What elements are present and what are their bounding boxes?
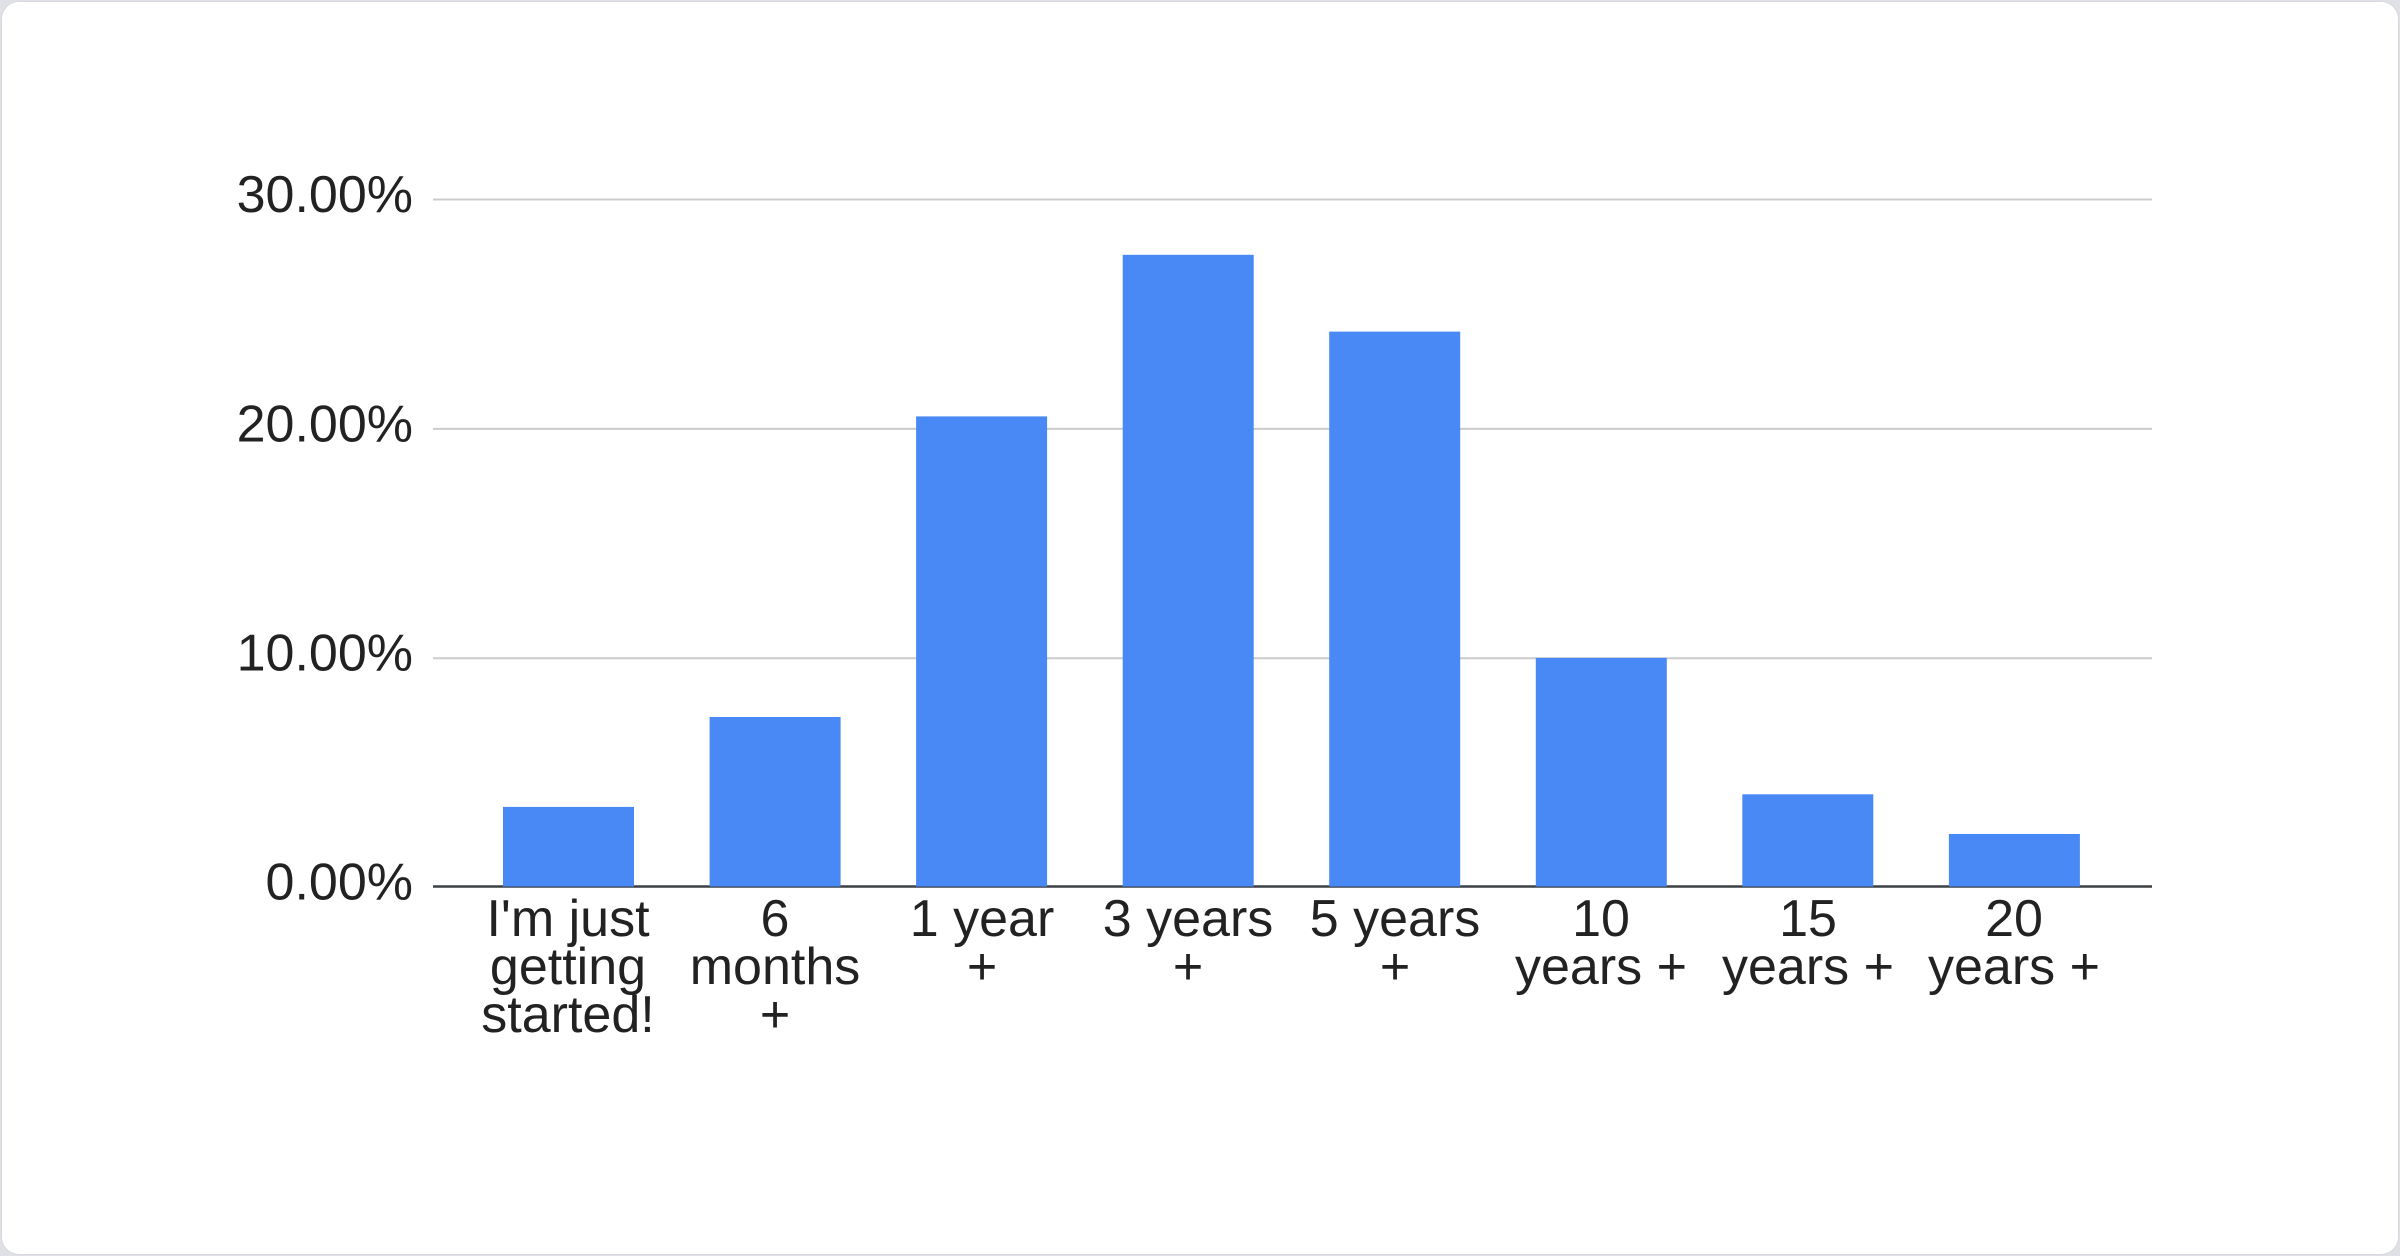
- svg-text:started!: started!: [481, 986, 654, 1044]
- svg-text:+: +: [967, 938, 997, 996]
- svg-text:years +: years +: [1928, 938, 2100, 996]
- svg-text:+: +: [760, 986, 790, 1044]
- svg-text:+: +: [1380, 938, 1410, 996]
- svg-text:0.00%: 0.00%: [266, 854, 413, 912]
- svg-text:years +: years +: [1722, 938, 1894, 996]
- svg-text:+: +: [1173, 938, 1203, 996]
- svg-text:10.00%: 10.00%: [237, 625, 413, 683]
- svg-text:years +: years +: [1515, 938, 1687, 996]
- svg-text:20.00%: 20.00%: [237, 395, 413, 453]
- svg-text:30.00%: 30.00%: [237, 166, 413, 224]
